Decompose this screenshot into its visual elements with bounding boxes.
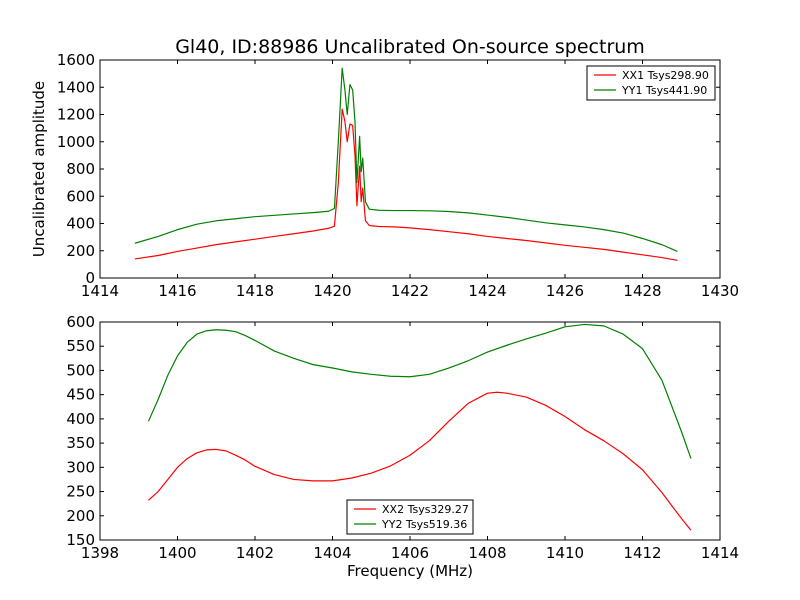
bottom-x-tick-label-5: 1408 (468, 544, 506, 562)
bottom-y-tick-label-3: 300 (66, 458, 95, 476)
bottom-y-tick-label-6: 450 (66, 386, 95, 404)
top-x-tick-label-5: 1424 (468, 282, 506, 300)
top-chart-title: Gl40, ID:88986 Uncalibrated On-source sp… (175, 36, 645, 58)
top-y-tick-label-1: 200 (66, 242, 95, 260)
top-chart-ylabel: Uncalibrated amplitude (30, 81, 48, 257)
top-x-tick-label-7: 1428 (623, 282, 661, 300)
bottom-y-tick-label-4: 350 (66, 434, 95, 452)
bottom-y-tick-label-2: 250 (66, 483, 95, 501)
top-series-line-1 (134, 67, 678, 252)
top-y-tick-label-8: 1600 (57, 51, 95, 69)
top-y-tick-label-4: 800 (66, 160, 95, 178)
top-x-tick-label-8: 1430 (701, 282, 739, 300)
top-legend-label-1: YY1 Tsys441.90 (621, 84, 707, 97)
top-y-tick-label-2: 400 (66, 215, 95, 233)
top-legend: XX1 Tsys298.90 YY1 Tsys441.90 (586, 65, 716, 101)
top-x-tick-label-3: 1420 (313, 282, 351, 300)
bottom-series-line-1 (147, 323, 692, 459)
top-y-tick-label-3: 600 (66, 187, 95, 205)
bottom-x-tick-label-8: 1414 (701, 544, 739, 562)
top-y-tick-label-5: 1000 (57, 133, 95, 151)
bottom-x-tick-label-2: 1402 (236, 544, 274, 562)
bottom-x-tick-label-7: 1412 (623, 544, 661, 562)
top-x-tick-label-0: 1414 (81, 282, 119, 300)
bottom-series-line-0 (148, 391, 692, 531)
top-x-tick-label-6: 1426 (546, 282, 584, 300)
bottom-y-tick-label-0: 150 (66, 531, 95, 549)
top-x-tick-label-2: 1418 (236, 282, 274, 300)
top-legend-label-0: XX1 Tsys298.90 (622, 69, 709, 82)
top-y-tick-label-6: 1200 (57, 106, 95, 124)
bottom-y-tick-label-8: 550 (66, 337, 95, 355)
top-y-tick-label-0: 0 (85, 269, 95, 287)
bottom-legend-label-1: YY2 Tsys519.36 (381, 518, 467, 531)
bottom-x-tick-label-1: 1400 (158, 544, 196, 562)
bottom-x-tick-label-4: 1406 (391, 544, 429, 562)
top-series-line-0 (134, 108, 678, 261)
bottom-x-tick-label-6: 1410 (546, 544, 584, 562)
bottom-x-tick-label-3: 1404 (313, 544, 351, 562)
top-plot-area: 1414 1416 1418 1420 1422 1424 1426 1428 1430 0 200… (57, 51, 739, 300)
bottom-legend-label-0: XX2 Tsys329.27 (382, 503, 469, 516)
bottom-chart-xlabel: Frequency (MHz) (347, 562, 473, 580)
top-y-tick-label-7: 1400 (57, 78, 95, 96)
bottom-y-tick-label-1: 200 (66, 507, 95, 525)
top-x-tick-label-4: 1422 (391, 282, 429, 300)
bottom-plot-area: 1398 1400 1402 1404 1406 1408 1410 1412 1414 150 2… (66, 313, 739, 562)
bottom-x-tick-label-0: 1398 (81, 544, 119, 562)
bottom-y-tick-label-9: 600 (66, 313, 95, 331)
bottom-legend-box (346, 499, 474, 535)
bottom-y-tick-label-5: 400 (66, 410, 95, 428)
top-x-tick-label-1: 1416 (158, 282, 196, 300)
top-legend-box (586, 65, 716, 101)
bottom-legend: XX2 Tsys329.27 YY2 Tsys519.36 (346, 499, 474, 535)
bottom-y-tick-label-7: 500 (66, 361, 95, 379)
